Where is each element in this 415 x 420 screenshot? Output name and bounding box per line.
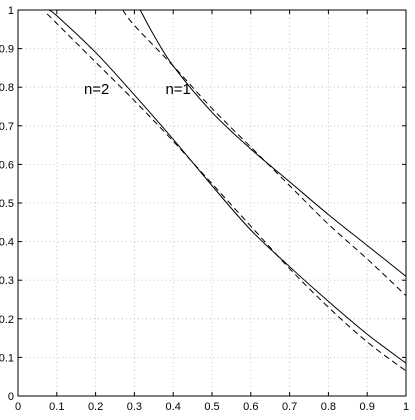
x-tick-label: 0.5 bbox=[204, 401, 219, 413]
y-tick-label: 0.5 bbox=[0, 198, 14, 210]
series-group bbox=[46, 9, 407, 372]
annotation-label: n=2 bbox=[84, 81, 109, 98]
x-axis-tick-labels: 0 0.1 0.2 0.3 0.4 0.5 0.6 0.7 0.8 0.9 1 bbox=[15, 401, 409, 413]
tick-marks bbox=[17, 9, 407, 397]
y-tick-label: 0.9 bbox=[0, 44, 14, 56]
y-tick-label: 0.1 bbox=[0, 352, 14, 364]
y-tick-label: 0.2 bbox=[0, 314, 14, 326]
y-tick-label: 0 bbox=[8, 391, 14, 403]
grid bbox=[18, 10, 406, 396]
y-tick-label: 0.4 bbox=[0, 237, 14, 249]
y-tick-label: 0.7 bbox=[0, 121, 14, 133]
x-tick-label: 0.8 bbox=[321, 401, 336, 413]
series-line-3-solid bbox=[139, 9, 407, 277]
annotations: n=2 n=1 bbox=[84, 81, 191, 98]
series-line-2-dashed bbox=[46, 13, 407, 372]
annotation-label: n=1 bbox=[165, 81, 190, 98]
x-tick-label: 0.2 bbox=[88, 401, 103, 413]
x-tick-label: 0.7 bbox=[282, 401, 297, 413]
y-tick-label: 0.6 bbox=[0, 159, 14, 171]
x-tick-label: 0 bbox=[15, 401, 21, 413]
x-tick-label: 0.6 bbox=[243, 401, 258, 413]
y-tick-label: 0.8 bbox=[0, 82, 14, 94]
x-tick-label: 1 bbox=[403, 401, 409, 413]
x-tick-label: 0.4 bbox=[166, 401, 181, 413]
series-line-1-solid bbox=[48, 9, 407, 364]
x-tick-label: 0.1 bbox=[49, 401, 64, 413]
y-axis-tick-labels: 0 0.1 0.2 0.3 0.4 0.5 0.6 0.7 0.8 0.9 1 bbox=[0, 5, 14, 403]
y-tick-label: 0.3 bbox=[0, 275, 14, 287]
x-tick-label: 0.9 bbox=[360, 401, 375, 413]
x-tick-label: 0.3 bbox=[127, 401, 142, 413]
series-line-4-dashed bbox=[122, 9, 407, 297]
y-tick-label: 1 bbox=[8, 5, 14, 17]
